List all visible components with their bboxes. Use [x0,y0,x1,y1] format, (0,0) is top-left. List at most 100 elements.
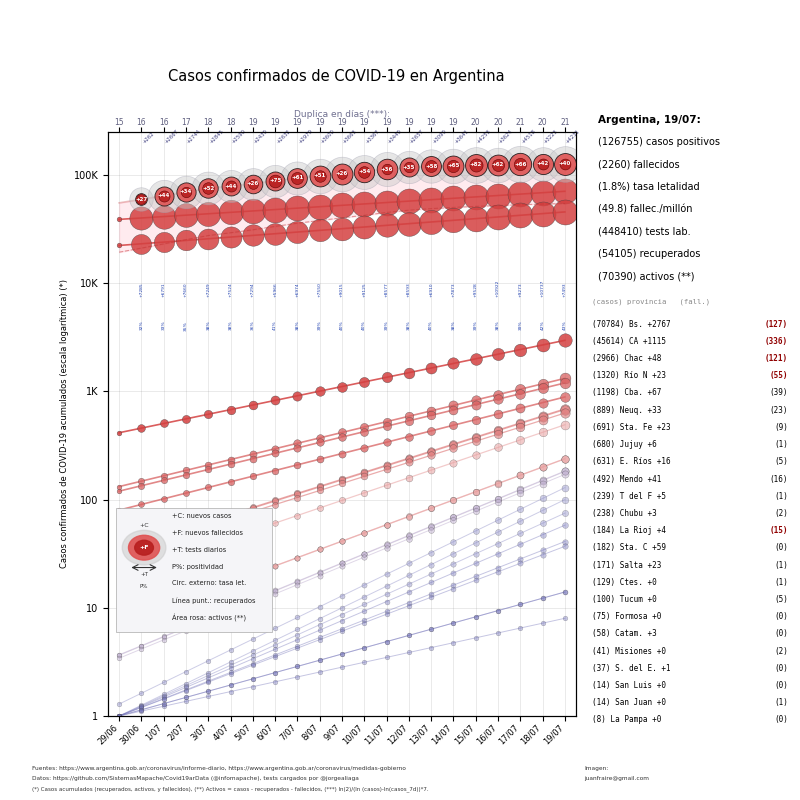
Text: 41%: 41% [273,321,277,330]
Text: +36: +36 [380,166,393,172]
Text: 38%: 38% [451,321,455,330]
Text: (100) Tucum +0: (100) Tucum +0 [592,595,657,604]
Text: +42: +42 [537,162,549,166]
Text: +61: +61 [291,175,303,181]
Text: (129) Ctes. +0: (129) Ctes. +0 [592,578,657,586]
Text: +65: +65 [447,163,460,168]
Text: (127): (127) [765,320,788,329]
Text: +3624: +3624 [498,129,514,145]
Text: juanfraire@gmail.com: juanfraire@gmail.com [584,776,649,781]
Text: +7524: +7524 [229,282,233,297]
Text: (448410) tests lab.: (448410) tests lab. [598,227,691,237]
Text: (492) Mendo +41: (492) Mendo +41 [592,474,662,483]
Text: +4231: +4231 [565,129,581,145]
Text: +9015: +9015 [340,282,344,297]
Text: (55): (55) [770,371,788,380]
Text: +C: nuevos casos: +C: nuevos casos [172,513,232,519]
Text: (2): (2) [774,646,788,656]
Text: Casos confirmados de COVID-19 en Argentina: Casos confirmados de COVID-19 en Argenti… [168,69,504,84]
Text: (0): (0) [774,543,788,552]
Text: (2): (2) [774,509,788,518]
Text: Fuentes: https://www.argentina.gob.ar/coronavirus/informe-diario, https://www.ar: Fuentes: https://www.argentina.gob.ar/co… [32,766,406,770]
Text: Datos: https://github.com/SistemasMapache/Covid19arData (@infomapache), tests ca: Datos: https://github.com/SistemasMapach… [32,776,359,781]
Text: +2657: +2657 [409,129,425,145]
Circle shape [122,530,166,565]
Text: +2590: +2590 [230,129,247,145]
Text: (2966) Chac +48: (2966) Chac +48 [592,354,662,363]
Text: (casos) provincia   (fall.): (casos) provincia (fall.) [592,298,710,305]
Text: +3223: +3223 [542,129,558,145]
Text: +9125: +9125 [362,282,366,297]
Text: (1): (1) [774,698,788,707]
Text: +3449: +3449 [386,129,402,145]
FancyBboxPatch shape [116,508,272,632]
Text: 38%: 38% [229,321,233,330]
Text: +262: +262 [142,131,155,145]
Text: (0): (0) [774,612,788,621]
Text: Argentina, 19/07:: Argentina, 19/07: [598,115,701,126]
Text: (691) Sta. Fe +23: (691) Sta. Fe +23 [592,423,670,432]
Text: (1): (1) [774,578,788,586]
Text: Imagen:: Imagen: [584,766,608,770]
Text: 38%: 38% [206,321,210,330]
Text: +2744: +2744 [186,129,202,145]
Text: +9528: +9528 [474,282,478,297]
Text: (0): (0) [774,664,788,673]
Text: +8593: +8593 [407,282,411,297]
Text: 38%: 38% [496,321,500,330]
Text: 40%: 40% [429,321,433,330]
Text: +3641: +3641 [454,129,470,145]
Y-axis label: Casos confirmados de COVID-19 acumulados (escala logarítmica) (*): Casos confirmados de COVID-19 acumulados… [60,279,70,569]
Text: (184) La Rioj +4: (184) La Rioj +4 [592,526,666,535]
Text: (0): (0) [774,715,788,725]
Text: (182) Sta. C +59: (182) Sta. C +59 [592,543,666,552]
Text: 35%: 35% [184,321,188,330]
Text: +4518: +4518 [520,129,537,145]
Text: +6791: +6791 [162,282,166,297]
Text: P%: positividad: P%: positividad [172,563,223,570]
Text: (121): (121) [765,354,788,363]
Text: (2260) fallecidos: (2260) fallecidos [598,159,680,170]
Text: (126755) casos positivos: (126755) casos positivos [598,137,720,146]
Text: 38%: 38% [295,321,299,330]
Text: +6910: +6910 [429,282,433,297]
Text: +T: tests diarios: +T: tests diarios [172,546,226,553]
Text: (171) Salta +23: (171) Salta +23 [592,561,662,570]
Text: +2979: +2979 [298,129,314,145]
Text: +75: +75 [269,178,282,183]
Text: +58: +58 [425,164,438,169]
Text: Circ. externo: tasa let.: Circ. externo: tasa let. [172,581,246,586]
Text: +44: +44 [158,193,170,198]
Text: +2667: +2667 [164,129,180,145]
Text: +T: +T [140,573,148,578]
Text: (1): (1) [774,561,788,570]
Text: (336): (336) [765,337,788,346]
Text: (889) Neuq. +33: (889) Neuq. +33 [592,406,662,414]
Text: +3663: +3663 [342,129,358,145]
Text: +27: +27 [135,197,147,202]
Text: (49.8) fallec./millón: (49.8) fallec./millón [598,204,693,214]
Text: (5): (5) [774,595,788,604]
Text: (37) S. del E. +1: (37) S. del E. +1 [592,664,670,673]
Text: +3600: +3600 [320,129,336,145]
Circle shape [134,540,154,555]
Text: (75) Formosa +0: (75) Formosa +0 [592,612,662,621]
Text: (15): (15) [770,526,788,535]
X-axis label: Duplica en días (***):: Duplica en días (***): [294,110,390,118]
Text: (1.8%) tasa letalidad: (1.8%) tasa letalidad [598,182,700,192]
Text: +8577: +8577 [385,282,389,297]
Text: (16): (16) [770,474,788,483]
Text: (*) Casos acumulados (recuperados, activos, y fallecidos), (**) Activos = casos : (*) Casos acumulados (recuperados, activ… [32,786,429,792]
Text: +2845: +2845 [208,129,225,145]
Text: +51: +51 [314,174,326,178]
Text: 39%: 39% [474,321,478,330]
Text: +7294: +7294 [251,282,255,297]
Text: +F: +F [139,545,149,550]
Text: 36%: 36% [251,321,255,330]
Text: +C: +C [139,523,149,528]
Text: +7493: +7493 [563,282,567,297]
Text: +34: +34 [180,190,192,194]
Text: +3367: +3367 [364,129,380,145]
Text: +9273: +9273 [518,282,522,297]
Text: +6974: +6974 [295,282,299,297]
